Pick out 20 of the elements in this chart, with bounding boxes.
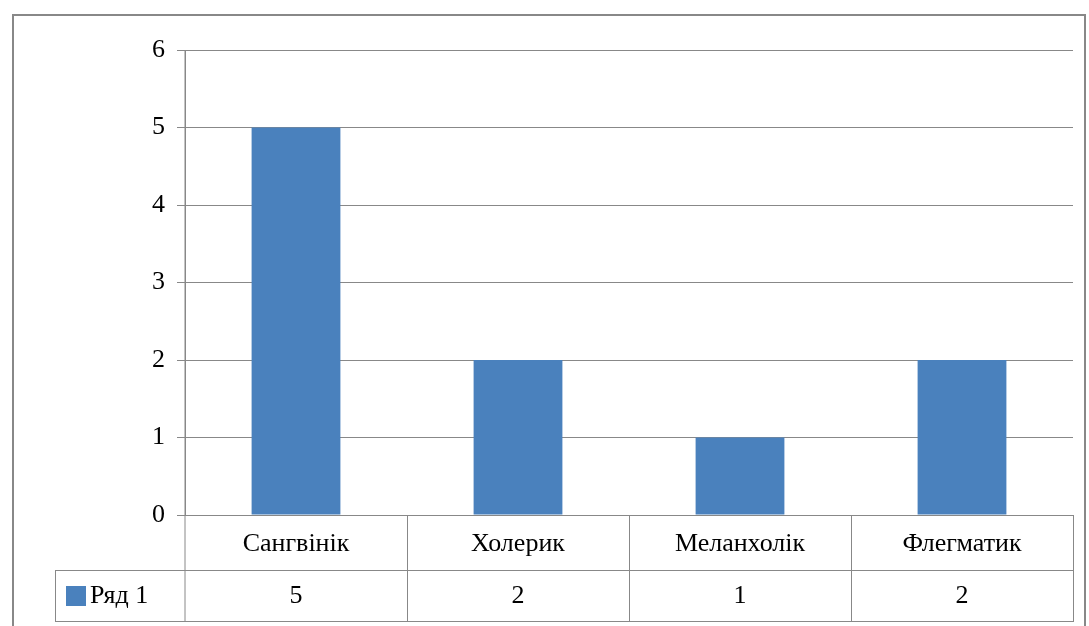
x-tick-label: Холерик [471, 528, 566, 558]
data-label: 2 [955, 579, 969, 609]
y-tick-label: 2 [152, 343, 165, 373]
bar [251, 127, 341, 515]
bar [695, 437, 785, 515]
bar [917, 360, 1007, 515]
y-tick-label: 0 [152, 498, 165, 528]
x-tick-label: Флегматик [902, 528, 1022, 558]
y-tick-label: 1 [152, 421, 165, 451]
bar [473, 360, 563, 515]
legend-label: Ряд 1 [90, 579, 149, 609]
x-tick-label: Сангвінік [242, 528, 350, 558]
y-tick-label: 5 [152, 111, 165, 141]
x-tick-label: Меланхолік [674, 528, 806, 558]
y-tick-label: 6 [152, 33, 165, 63]
y-tick-label: 4 [152, 188, 165, 218]
data-label: 2 [511, 579, 525, 609]
data-label: 1 [733, 579, 747, 609]
data-label: 5 [289, 579, 303, 609]
y-tick-label: 3 [152, 266, 165, 296]
